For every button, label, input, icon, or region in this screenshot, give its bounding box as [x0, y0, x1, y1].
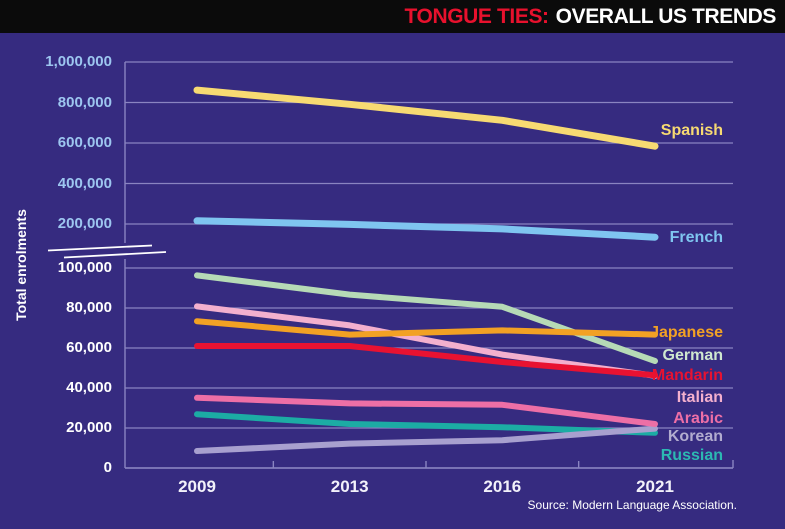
x-tick-label: 2009 — [178, 477, 216, 496]
y-tick-label: 1,000,000 — [45, 53, 112, 70]
y-tick-label: 400,000 — [57, 174, 112, 192]
series-line-spanish — [193, 86, 659, 150]
series-label-mandarin: Mandarin — [651, 367, 723, 384]
title-bar: TONGUE TIES: OVERALL US TRENDS — [0, 0, 785, 33]
source-credit: Source: Modern Language Association. — [527, 498, 737, 512]
y-tick-label: 20,000 — [66, 419, 112, 436]
series-label-arabic: Arabic — [673, 410, 723, 427]
y-tick-label: 200,000 — [57, 215, 112, 232]
title-red-text: TONGUE TIES: — [404, 4, 549, 28]
series-line-japanese — [194, 318, 658, 338]
y-tick-label: 600,000 — [57, 134, 112, 151]
axis-break-mark — [47, 244, 153, 252]
y-tick-label: 60,000 — [66, 339, 112, 356]
series-line-arabic — [194, 394, 658, 427]
y-tick-label: 80,000 — [66, 299, 112, 316]
series-line-korean — [194, 425, 658, 454]
series-label-spanish: Spanish — [660, 122, 723, 139]
title-white-text: OVERALL US TRENDS — [555, 4, 777, 28]
series-line-russian — [194, 411, 658, 436]
line-chart: Total enrolments Source: Modern Language… — [0, 33, 785, 529]
axis-break-mark — [63, 251, 167, 259]
x-tick-label: 2021 — [636, 477, 674, 496]
x-tick-label: 2016 — [483, 477, 522, 496]
y-tick-label: 0 — [103, 459, 112, 476]
y-tick-label: 100,000 — [57, 259, 112, 276]
series-label-russian: Russian — [660, 447, 723, 464]
series-line-italian — [194, 303, 658, 379]
series-line-french — [193, 217, 659, 241]
series-label-german: German — [662, 347, 723, 364]
series-label-french: French — [669, 229, 723, 246]
x-tick-label: 2013 — [330, 477, 369, 496]
y-tick-label: 40,000 — [66, 379, 112, 396]
y-tick-label: 800,000 — [57, 93, 112, 111]
series-label-italian: Italian — [676, 389, 723, 406]
series-line-mandarin — [194, 343, 658, 379]
series-label-japanese: Japanese — [650, 324, 723, 341]
series-label-korean: Korean — [667, 428, 723, 445]
